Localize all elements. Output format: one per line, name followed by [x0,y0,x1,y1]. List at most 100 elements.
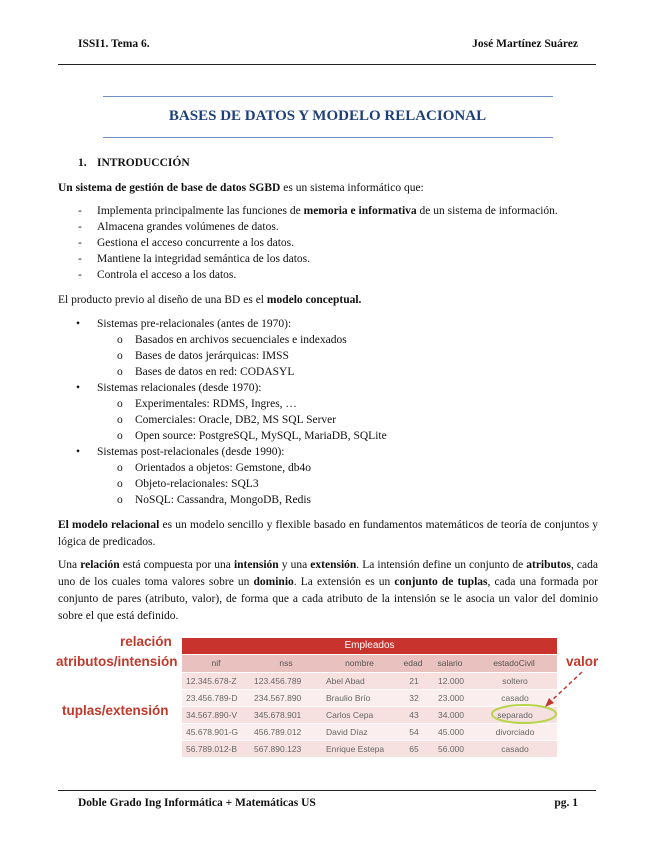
text-run: intensión [233,559,279,571]
bullet: o [117,478,123,490]
table-cell: 45.678.901-G [186,727,238,737]
list-item: NoSQL: Cassandra, MongoDB, Redis [135,494,312,506]
list-item: Orientados a objetos: Gemstone, db4o [135,462,311,474]
column-header: nss [279,658,293,668]
table-cell: 54 [409,727,419,737]
text-run: Una [58,559,81,571]
list-item: Open source: PostgreSQL, MySQL, MariaDB,… [135,430,387,442]
table-row [182,690,557,706]
table-cell: 12.000 [438,676,464,686]
list-item: Bases de datos en red: CODASYL [135,366,295,378]
text-run: extensión [310,559,357,571]
list-item: Implementa principalmente las funciones … [97,205,558,217]
table-cell: Braulio Brío [326,693,371,703]
table-row [182,707,557,723]
bullet: • [76,318,81,330]
arrow-head [545,698,554,707]
text-run: El producto previo al diseño de una BD e… [58,294,267,306]
column-header: salario [437,658,463,668]
title: BASES DE DATOS Y MODELO RELACIONAL [168,108,487,124]
figure-label: atributos/intensión [56,654,178,669]
table-cell: Carlos Cepa [326,710,374,720]
table-cell: 34.000 [438,710,464,720]
bullet: o [117,334,123,346]
paragraph: El producto previo al diseño de una BD e… [58,292,598,309]
table-cell: 234.567.890 [254,693,302,703]
table-cell: 23.000 [438,693,464,703]
header-left: ISSI1. Tema 6. [78,38,150,50]
table-title: Empleados [182,638,557,654]
list-item: Basados en archivos secuenciales e index… [135,334,347,346]
list-item: Gestiona el acceso concurrente a los dat… [97,237,294,249]
header-row [182,655,557,672]
text-run: Implementa principalmente las funciones … [97,205,304,217]
footer-left: Doble Grado Ing Informática + Matemática… [78,797,316,809]
table-row [182,741,557,757]
text-run: Un sistema de gestión de base de datos S… [58,182,281,194]
bullet: o [117,430,123,442]
section-title: INTRODUCCIÓN [97,157,190,169]
table-cell: 34.567.890-V [186,710,238,720]
text-run: de un sistema de información. [416,205,558,217]
bullet: - [78,221,82,233]
figure-label: relación [120,634,172,649]
table-cell: 456.789.012 [254,727,302,737]
highlight [491,704,557,724]
table-row [182,673,557,689]
table-cell: 56.789.012-B [186,744,238,754]
text-run: Almacena grandes volúmenes de datos. [97,221,279,233]
arrow [547,671,583,705]
list-item: Almacena grandes volúmenes de datos. [97,221,279,233]
text-run: Gestiona el acceso concurrente a los dat… [97,237,295,249]
table-cell: separado [497,710,533,720]
table-cell: Enrique Estepa [326,744,385,754]
bullet: • [76,382,81,394]
table-cell: 345.678.901 [254,710,302,720]
paragraph: Una relación está compuesta por una inte… [58,557,598,625]
title-rule [103,137,553,138]
header-rule [58,64,596,65]
section-number: 1. [78,157,87,169]
table-cell: 12.345.678-Z [186,676,237,686]
table-cell: Abel Abad [326,676,365,686]
bullet: o [117,398,123,410]
bullet: - [78,237,82,249]
text-run: Mantiene la integridad semántica de los … [97,253,311,265]
text-run: y una [278,559,311,571]
header-right: José Martínez Suárez [472,38,578,50]
figure-label: tuplas/extensión [62,703,169,718]
table-cell: 43 [409,710,419,720]
text-run: modelo conceptual. [266,294,362,306]
text-run: , cada una formada por conjunto de pares… [58,576,599,622]
bullet: - [78,253,82,265]
table-cell: 23.456.789-D [186,693,238,703]
text-run: memoria e informativa [303,205,417,217]
table-cell: 45.000 [438,727,464,737]
text-run: El modelo relacional [58,519,160,531]
table-cell: 567.890.123 [254,744,302,754]
table-cell: 65 [409,744,419,754]
text-run: Controla el acceso a los datos. [97,269,237,281]
list-item: Sistemas relacionales (desde 1970): [97,382,262,394]
figure-label: valor [566,654,599,669]
list-item: Objeto-relacionales: SQL3 [135,478,259,490]
list-item: Comerciales: Oracle, DB2, MS SQL Server [135,414,337,426]
text-run: . La extensión es un [293,576,395,588]
list-item: Sistemas pre-relacionales (antes de 1970… [97,318,292,330]
text-run: relación [80,559,120,571]
text-run: atributos [526,559,571,571]
table-cell: 56.000 [438,744,464,754]
footer-rule [58,790,596,791]
bullet: - [78,269,82,281]
text-run: es un modelo sencillo y flexible basado … [58,519,598,548]
list-item: Controla el acceso a los datos. [97,269,236,281]
bullet: • [76,446,81,458]
column-header: estadoCivil [493,658,535,668]
text-run: . La intensión define un conjunto de [356,559,527,571]
text-run: es un sistema informático que: [280,182,424,194]
bullet: o [117,494,123,506]
table-row [182,724,557,740]
list-item: Sistemas post-relacionales (desde 1990): [97,446,285,458]
table-cell: 32 [409,693,419,703]
